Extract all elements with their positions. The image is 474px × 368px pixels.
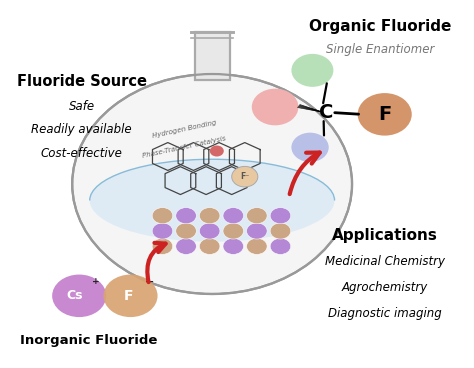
Text: Cs: Cs — [66, 289, 83, 302]
Circle shape — [246, 238, 267, 254]
Text: Inorganic Fluoride: Inorganic Fluoride — [20, 334, 157, 347]
Circle shape — [176, 208, 196, 224]
Circle shape — [358, 93, 412, 135]
Circle shape — [152, 238, 173, 254]
FancyArrowPatch shape — [290, 153, 320, 194]
Circle shape — [176, 238, 196, 254]
Text: Phase-Transfer Catalysis: Phase-Transfer Catalysis — [142, 135, 227, 159]
Circle shape — [246, 208, 267, 224]
Text: F⁻: F⁻ — [240, 172, 249, 181]
Text: Organic Fluoride: Organic Fluoride — [309, 19, 451, 34]
Text: +: + — [92, 277, 100, 286]
Circle shape — [292, 133, 329, 162]
Circle shape — [223, 223, 244, 239]
Circle shape — [223, 238, 244, 254]
Circle shape — [292, 54, 333, 87]
Circle shape — [52, 275, 106, 317]
Circle shape — [152, 208, 173, 224]
Text: Applications: Applications — [332, 228, 438, 243]
Text: F: F — [378, 105, 392, 124]
Text: Cost-effective: Cost-effective — [41, 147, 122, 160]
Bar — [195, 32, 229, 79]
Text: Readily available: Readily available — [31, 123, 132, 136]
Circle shape — [252, 89, 299, 125]
Text: Fluoride Source: Fluoride Source — [17, 74, 146, 89]
Circle shape — [246, 223, 267, 239]
Text: Safe: Safe — [68, 99, 95, 113]
Text: Diagnostic imaging: Diagnostic imaging — [328, 307, 442, 320]
Circle shape — [200, 223, 220, 239]
Text: Medicinal Chemistry: Medicinal Chemistry — [325, 255, 445, 269]
Circle shape — [200, 238, 220, 254]
Circle shape — [200, 208, 220, 224]
FancyArrowPatch shape — [147, 243, 165, 282]
Ellipse shape — [90, 159, 335, 242]
Circle shape — [152, 223, 173, 239]
Text: F: F — [123, 289, 133, 303]
Circle shape — [210, 145, 224, 156]
Text: Agrochemistry: Agrochemistry — [342, 281, 428, 294]
Circle shape — [270, 223, 291, 239]
Circle shape — [176, 223, 196, 239]
Circle shape — [223, 208, 244, 224]
Text: Single Enantiomer: Single Enantiomer — [326, 43, 434, 56]
Circle shape — [270, 238, 291, 254]
Text: C: C — [319, 103, 334, 122]
Circle shape — [232, 166, 258, 187]
Text: Hydrogen Bonding: Hydrogen Bonding — [152, 119, 217, 139]
Text: −: − — [145, 277, 154, 287]
Circle shape — [270, 208, 291, 224]
Circle shape — [72, 74, 352, 294]
Circle shape — [103, 275, 157, 317]
